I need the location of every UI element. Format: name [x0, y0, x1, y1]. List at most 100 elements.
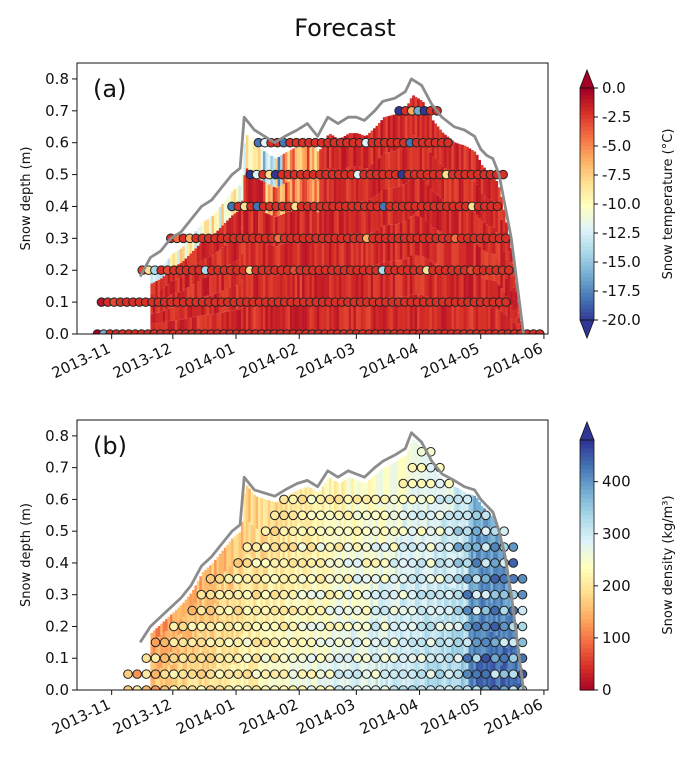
model-cell — [165, 642, 168, 655]
model-cell — [380, 469, 384, 507]
density-point — [343, 574, 353, 584]
density-point — [196, 621, 207, 632]
density-point — [288, 589, 298, 600]
density-point — [214, 621, 225, 632]
model-cell — [497, 187, 501, 212]
model-cell — [395, 150, 398, 188]
model-cell — [451, 269, 455, 302]
model-cell — [211, 668, 215, 690]
model-cell — [233, 189, 237, 214]
model-cell — [363, 201, 367, 235]
model-cell — [319, 241, 322, 273]
model-cell — [373, 162, 376, 197]
model-cell — [421, 102, 425, 141]
model-cell — [287, 181, 291, 212]
model-cell — [417, 485, 420, 527]
density-point — [343, 494, 353, 505]
model-cell — [333, 301, 337, 334]
density-point — [205, 685, 216, 690]
density-point — [380, 669, 390, 679]
model-cell — [377, 193, 381, 229]
density-point — [380, 558, 390, 568]
model-cell — [240, 280, 244, 308]
density-point — [444, 510, 454, 521]
model-cell — [260, 211, 264, 242]
density-point — [352, 589, 363, 600]
density-point — [214, 685, 225, 690]
model-cell — [412, 174, 415, 215]
model-cell — [324, 517, 327, 552]
model-cell — [289, 303, 293, 334]
model-cell — [355, 133, 359, 167]
y-tick-label: 0.1 — [45, 293, 69, 311]
model-cell — [436, 299, 440, 334]
density-point — [279, 621, 289, 632]
model-cell — [375, 299, 379, 334]
model-cell — [478, 275, 482, 305]
model-cell — [250, 301, 254, 334]
density-point — [453, 510, 464, 521]
density-point — [279, 494, 289, 505]
model-cell — [223, 267, 227, 290]
density-point — [416, 621, 427, 632]
density-point — [425, 589, 436, 600]
model-cell — [292, 179, 296, 211]
model-cell — [329, 200, 332, 234]
model-cell — [314, 272, 318, 304]
model-cell — [245, 587, 249, 622]
model-cell — [155, 323, 159, 334]
density-point — [205, 637, 216, 648]
density-point — [187, 685, 197, 690]
model-cell — [488, 631, 491, 661]
model-cell — [152, 292, 156, 303]
model-cell — [280, 274, 283, 305]
model-cell — [358, 167, 362, 201]
model-cell — [216, 271, 220, 293]
density-point — [279, 558, 289, 568]
density-point — [297, 494, 308, 505]
model-cell — [414, 175, 418, 216]
colorbar-segment — [580, 481, 594, 487]
model-cell — [209, 236, 212, 257]
model-cell — [338, 552, 342, 587]
model-cell — [368, 199, 371, 234]
model-cell — [351, 133, 354, 167]
density-point — [380, 526, 390, 536]
model-cell — [429, 152, 433, 189]
density-point — [370, 494, 381, 505]
model-cell — [404, 258, 408, 297]
model-cell — [360, 620, 364, 656]
model-cell — [510, 673, 513, 690]
model-cell — [174, 676, 178, 690]
model-cell — [429, 261, 433, 298]
model-cell — [294, 302, 298, 334]
density-point — [435, 478, 445, 489]
model-cell — [424, 571, 428, 612]
model-cell — [302, 174, 305, 207]
model-cell — [169, 320, 173, 334]
model-cell — [187, 643, 190, 659]
model-cell — [326, 619, 330, 655]
model-cell — [221, 666, 225, 690]
model-cell — [497, 637, 501, 664]
colorbar-extend-max — [579, 420, 595, 441]
model-cell — [397, 297, 401, 334]
model-cell — [480, 305, 484, 334]
model-cell — [302, 488, 305, 522]
model-cell — [488, 172, 491, 200]
density-point — [407, 574, 418, 584]
density-point — [242, 653, 253, 664]
model-cell — [240, 577, 244, 606]
model-cell — [294, 524, 298, 558]
model-cell — [353, 267, 357, 301]
model-cell — [299, 239, 303, 271]
model-cell — [262, 212, 266, 243]
density-point — [233, 558, 243, 568]
model-cell — [439, 163, 442, 198]
model-cell — [184, 644, 188, 660]
model-cell — [306, 301, 310, 334]
model-cell — [397, 536, 401, 575]
model-cell — [431, 504, 435, 542]
density-point — [444, 526, 454, 536]
density-point — [315, 494, 326, 505]
